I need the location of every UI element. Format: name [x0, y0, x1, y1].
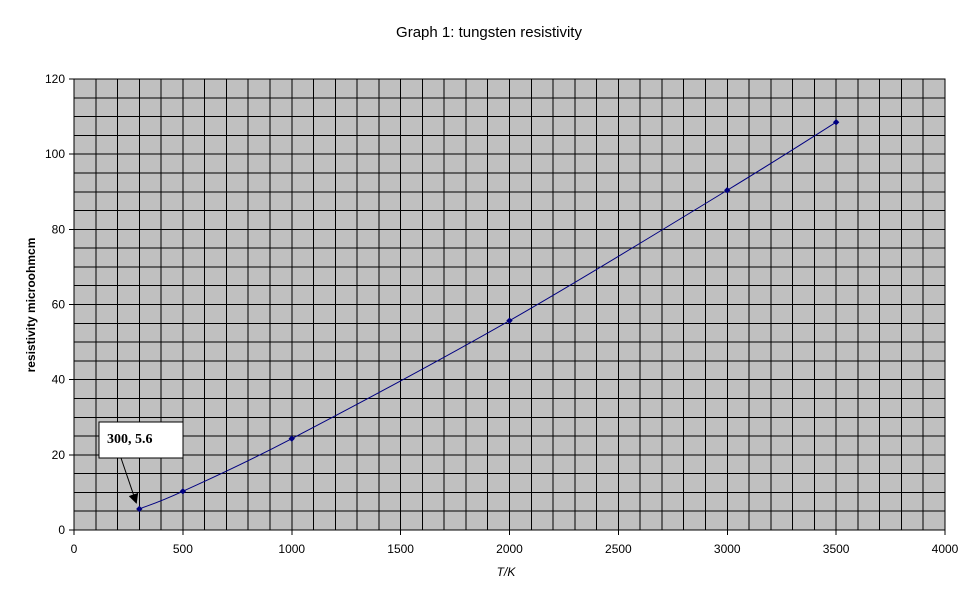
- x-tick-label: 2500: [605, 542, 632, 556]
- x-tick-label: 0: [71, 542, 78, 556]
- x-tick-label: 3000: [714, 542, 741, 556]
- y-tick-label: 20: [52, 448, 66, 462]
- y-tick-label: 0: [58, 523, 65, 537]
- grid-lines: [74, 79, 945, 530]
- x-tick-label: 4000: [932, 542, 959, 556]
- series-line: [139, 121, 837, 510]
- chart-title: Graph 1: tungsten resistivity: [396, 24, 582, 41]
- y-tick-labels: 0 20 40 60 80 100 120: [45, 72, 65, 537]
- y-tick-label: 60: [52, 298, 66, 312]
- data-point: [724, 187, 731, 194]
- y-tick-label: 100: [45, 147, 65, 161]
- data-point: [288, 435, 295, 442]
- callout-label: 300, 5.6: [107, 432, 153, 447]
- callout-arrow: [120, 457, 139, 504]
- series-layer: [136, 119, 840, 513]
- y-tick-label: 80: [52, 222, 66, 236]
- x-tick-label: 1500: [387, 542, 414, 556]
- data-point: [506, 317, 513, 324]
- x-tick-label: 2000: [496, 542, 523, 556]
- annotation-layer: 300, 5.6: [98, 421, 184, 504]
- x-tick-label: 1000: [278, 542, 305, 556]
- x-axis-title: T/K: [497, 565, 517, 579]
- x-tick-label: 3500: [823, 542, 850, 556]
- callout-box: [98, 421, 184, 459]
- axes: [69, 78, 946, 535]
- x-tick-label: 500: [173, 542, 193, 556]
- y-tick-label: 120: [45, 72, 65, 86]
- data-point: [832, 119, 840, 126]
- y-axis-title: resistivity microohmcm: [24, 238, 38, 373]
- y-tick-label: 40: [52, 373, 66, 387]
- data-point: [179, 488, 187, 495]
- data-point: [136, 505, 143, 513]
- x-tick-labels: 0 500 1000 1500 2000 2500 3000 3500 4000: [71, 542, 959, 556]
